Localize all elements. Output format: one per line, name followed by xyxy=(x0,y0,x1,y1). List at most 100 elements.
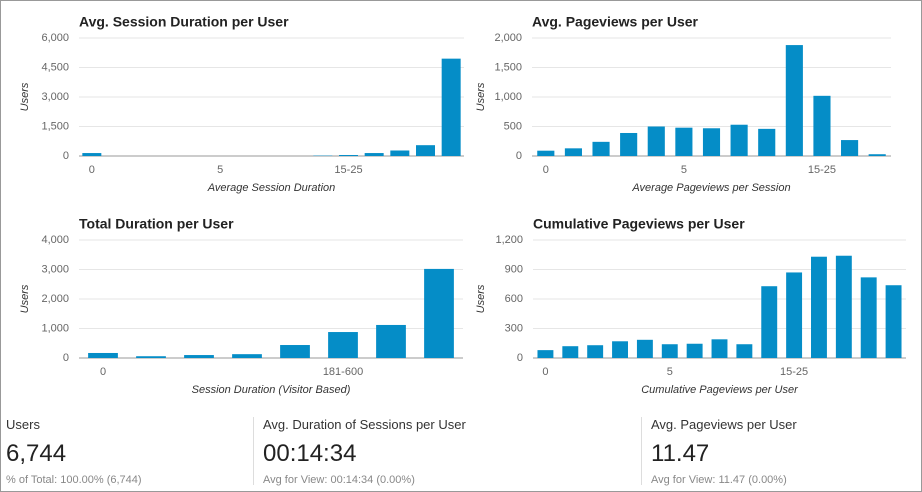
bar xyxy=(813,95,831,156)
summary-duration: Avg. Duration of Sessions per User 00:14… xyxy=(263,417,466,486)
bar xyxy=(587,345,604,358)
y-tick-label: 4,500 xyxy=(41,61,69,73)
bar xyxy=(885,285,902,358)
summary-label: Avg. Duration of Sessions per User xyxy=(263,417,466,432)
bar xyxy=(785,45,803,156)
summary-value: 11.47 xyxy=(651,440,710,467)
summary-note: Avg for View: 00:14:34 (0.00%) xyxy=(263,474,415,486)
bar xyxy=(647,126,665,156)
x-tick-label: 5 xyxy=(667,366,673,378)
bar xyxy=(736,344,753,358)
y-tick-label: 1,500 xyxy=(41,120,69,132)
bar xyxy=(868,154,886,156)
chart-title: Cumulative Pageviews per User xyxy=(533,216,745,232)
x-axis-label: Cumulative Pageviews per User xyxy=(641,384,799,396)
bar xyxy=(636,339,653,358)
summary-users: Users 6,744 % of Total: 100.00% (6,744) xyxy=(6,417,142,486)
y-tick-label: 900 xyxy=(505,263,523,275)
x-axis-label: Average Pageviews per Session xyxy=(631,182,790,194)
y-tick-label: 3,000 xyxy=(41,263,69,275)
bar xyxy=(136,356,166,358)
summary-note: % of Total: 100.00% (6,744) xyxy=(6,474,142,486)
bar xyxy=(592,141,610,156)
bar xyxy=(562,346,579,358)
bar xyxy=(537,150,555,156)
bar xyxy=(620,132,638,156)
bar xyxy=(702,128,721,156)
charts: Avg. Session Duration per User Users Avera… xyxy=(19,14,906,396)
bar xyxy=(564,148,582,156)
chart-title: Avg. Pageviews per User xyxy=(532,14,699,30)
bar xyxy=(232,354,262,358)
x-tick-label: 0 xyxy=(100,366,106,378)
summary-label: Users xyxy=(6,417,40,432)
y-tick-label: 1,000 xyxy=(41,322,69,334)
chart-title: Avg. Session Duration per User xyxy=(79,14,289,30)
chart-title: Total Duration per User xyxy=(79,216,234,232)
bar xyxy=(758,128,776,156)
bar xyxy=(82,153,102,156)
y-tick-label: 1,000 xyxy=(494,91,522,103)
y-tick-label: 0 xyxy=(63,150,69,162)
y-axis-label: Users xyxy=(19,284,31,313)
bar xyxy=(860,277,877,358)
bar xyxy=(786,272,803,358)
x-tick-label: 5 xyxy=(681,164,687,176)
x-axis-label: Session Duration (Visitor Based) xyxy=(192,384,351,396)
y-axis-label: Users xyxy=(475,284,487,313)
bar xyxy=(390,150,410,156)
bar xyxy=(835,255,852,358)
y-tick-label: 4,000 xyxy=(41,234,69,246)
y-tick-label: 3,000 xyxy=(41,91,69,103)
bar xyxy=(686,343,703,358)
summary-value: 6,744 xyxy=(6,440,67,467)
y-tick-label: 1,500 xyxy=(494,61,522,73)
y-tick-label: 2,000 xyxy=(494,32,522,44)
x-tick-label: 5 xyxy=(217,164,223,176)
summary-note: Avg for View: 11.47 (0.00%) xyxy=(651,474,787,486)
x-tick-label: 0 xyxy=(543,164,549,176)
bar xyxy=(730,124,748,156)
y-tick-label: 500 xyxy=(504,120,522,132)
x-tick-label: 15-25 xyxy=(334,164,362,176)
y-tick-label: 0 xyxy=(517,352,523,364)
bar xyxy=(612,341,628,358)
bar xyxy=(761,286,778,358)
x-tick-label: 15-25 xyxy=(808,164,836,176)
bar xyxy=(280,345,310,358)
bar xyxy=(328,332,358,358)
bar xyxy=(339,155,358,156)
summary-label: Avg. Pageviews per User xyxy=(651,417,797,432)
bar xyxy=(376,324,406,358)
y-tick-label: 300 xyxy=(505,322,523,334)
divider xyxy=(253,417,254,485)
x-tick-label: 181-600 xyxy=(323,366,363,378)
bar xyxy=(441,58,461,156)
x-tick-label: 0 xyxy=(89,164,95,176)
bar xyxy=(424,268,454,358)
bar xyxy=(416,145,435,156)
y-tick-label: 1,200 xyxy=(495,234,523,246)
y-tick-label: 2,000 xyxy=(41,293,69,305)
y-axis-label: Users xyxy=(475,82,487,111)
bar xyxy=(184,355,214,358)
x-tick-label: 0 xyxy=(542,366,548,378)
y-tick-label: 0 xyxy=(63,352,69,364)
y-tick-label: 600 xyxy=(505,293,523,305)
x-tick-label: 15-25 xyxy=(780,366,808,378)
x-axis-label: Average Session Duration xyxy=(207,182,336,194)
y-axis-label: Users xyxy=(19,82,31,111)
summary-value: 00:14:34 xyxy=(263,440,357,467)
bar xyxy=(88,352,118,358)
bar xyxy=(661,344,678,358)
y-tick-label: 6,000 xyxy=(41,32,69,44)
bar xyxy=(364,153,384,156)
bar xyxy=(841,140,859,156)
bar xyxy=(711,339,728,358)
bar xyxy=(537,350,554,358)
bar xyxy=(675,127,693,156)
y-tick-label: 0 xyxy=(516,150,522,162)
divider xyxy=(641,417,642,485)
bar xyxy=(811,256,827,358)
